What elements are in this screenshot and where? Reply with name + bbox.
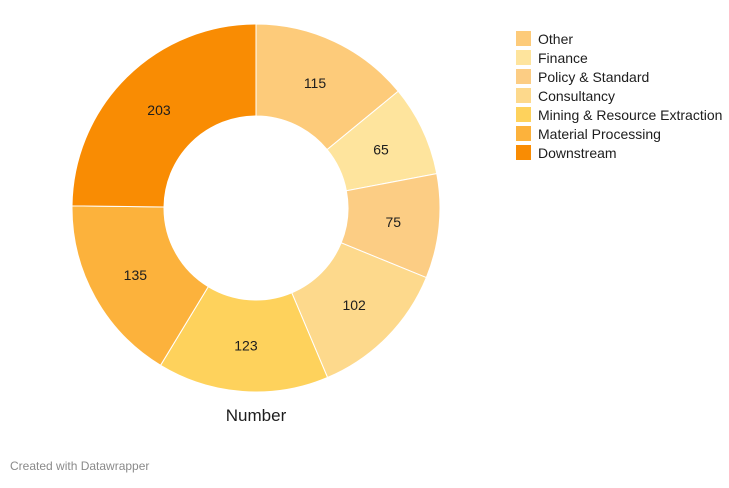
legend-swatch [516,126,531,141]
legend-label: Finance [538,49,588,66]
slice-value-label: 65 [373,141,389,157]
legend-label: Material Processing [538,125,661,142]
footer-credit: Created with Datawrapper [10,459,150,473]
slice-value-label: 115 [304,75,327,91]
legend-item: Other [516,29,722,48]
legend-label: Other [538,30,574,47]
slice-value-label: 203 [147,102,171,118]
legend-item: Consultancy [516,86,722,105]
slice-value-label: 102 [342,297,366,313]
legend-item: Policy & Standard [516,67,722,86]
legend-swatch [516,107,531,122]
donut-value-labels: 115 65 75 102 123 135 203 [124,75,402,353]
donut-slices [71,23,441,393]
legend-label: Mining & Resource Extraction [538,106,723,123]
legend-swatch [516,88,531,103]
legend-item: Material Processing [516,124,722,143]
legend-swatch [516,69,531,84]
legend-item: Finance [516,48,722,67]
legend-swatch [516,145,531,160]
slice-value-label: 123 [234,338,258,354]
slice-value-label: 135 [124,267,148,283]
chart-caption: Number [226,406,287,425]
legend-label: Policy & Standard [538,68,650,85]
slice-material-processing [71,205,209,366]
legend-item: Downstream [516,143,722,162]
slice-value-label: 75 [386,214,402,230]
legend-label: Consultancy [538,87,616,104]
slice-mining-and-resource-extraction [159,285,329,393]
legend-swatch [516,50,531,65]
slice-downstream [71,23,257,208]
legend-swatch [516,31,531,46]
chart-legend: Other Finance Policy & Standard Consultancy… [516,29,722,162]
legend-item: Mining & Resource Extraction [516,105,722,124]
legend-label: Downstream [538,144,617,161]
